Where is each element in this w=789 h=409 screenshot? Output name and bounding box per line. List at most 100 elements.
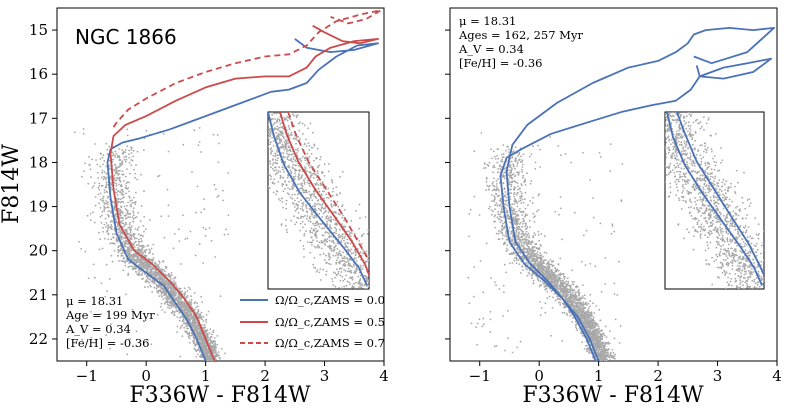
- inset-scatter-point: [343, 237, 346, 240]
- inset-scatter-point: [395, 264, 397, 266]
- inset-scatter-point: [277, 132, 280, 135]
- inset-scatter-point: [323, 240, 325, 243]
- scatter-point: [186, 331, 189, 334]
- scatter-point: [156, 274, 159, 276]
- x-tick-label: 0: [141, 367, 151, 385]
- scatter-point: [202, 337, 204, 340]
- inset-scatter-point: [297, 122, 300, 125]
- inset-scatter-point: [297, 147, 299, 150]
- scatter-point: [510, 160, 513, 163]
- inset-scatter-point: [328, 226, 331, 229]
- scatter-point: [518, 242, 521, 245]
- scatter-point: [117, 174, 120, 176]
- x-tick-label: 4: [379, 367, 389, 385]
- scatter-point: [138, 258, 141, 261]
- scatter-point: [137, 248, 140, 251]
- scatter-point: [175, 292, 178, 294]
- scatter-point: [157, 264, 160, 266]
- scatter-point: [126, 128, 128, 131]
- scatter-point: [143, 230, 145, 233]
- scatter-point: [158, 295, 161, 297]
- scatter-point: [171, 310, 174, 313]
- scatter-point: [176, 325, 179, 328]
- scatter-point: [130, 225, 133, 227]
- scatter-point: [518, 263, 521, 265]
- scatter-point: [199, 330, 202, 332]
- scatter-point: [116, 194, 119, 196]
- inset-scatter-point: [284, 180, 286, 183]
- scatter-point: [106, 203, 109, 206]
- inset-scatter-point: [347, 260, 349, 263]
- scatter-point: [227, 233, 230, 236]
- scatter-point: [115, 213, 118, 215]
- scatter-point: [136, 273, 139, 276]
- inset-scatter-point: [315, 234, 318, 237]
- inset-scatter-point: [367, 258, 369, 261]
- inset-scatter-point: [278, 140, 281, 142]
- inset-scatter-point: [365, 275, 367, 278]
- scatter-point: [144, 228, 147, 231]
- scatter-point: [164, 311, 166, 314]
- scatter-point: [185, 311, 188, 314]
- inset-scatter-point: [295, 115, 298, 117]
- inset-scatter-point: [286, 192, 289, 195]
- scatter-point: [108, 210, 111, 212]
- inset-scatter-point: [309, 215, 312, 218]
- inset-scatter-point: [301, 208, 304, 211]
- inset-scatter-point: [359, 279, 361, 282]
- scatter-point: [193, 326, 196, 329]
- inset-scatter-point: [350, 265, 352, 268]
- inset-scatter-point: [332, 187, 335, 190]
- inset-scatter-point: [361, 284, 363, 287]
- inset-scatter-point: [276, 190, 279, 193]
- scatter-point: [127, 274, 129, 277]
- scatter-point: [110, 212, 113, 214]
- inset-scatter-point: [300, 217, 302, 219]
- scatter-point: [188, 313, 191, 316]
- inset-scatter-point: [315, 157, 318, 160]
- scatter-point: [149, 266, 151, 269]
- scatter-point: [128, 256, 131, 259]
- scatter-point: [128, 149, 131, 152]
- scatter-point: [146, 270, 149, 273]
- scatter-point: [193, 317, 195, 320]
- scatter-point: [522, 201, 525, 204]
- inset-scatter-point: [286, 148, 288, 151]
- inset-scatter-point: [292, 163, 295, 166]
- legend-label-omega-0.0: Ω/Ω_c,ZAMS = 0.0: [275, 293, 385, 307]
- scatter-point: [196, 325, 198, 328]
- inset-scatter-point: [335, 268, 338, 271]
- inset-scatter-point: [282, 152, 285, 154]
- inset-scatter-point: [298, 200, 300, 203]
- scatter-point: [89, 168, 92, 171]
- inset-scatter-point: [275, 169, 277, 172]
- scatter-point: [135, 191, 137, 194]
- scatter-point: [210, 335, 213, 338]
- inset-scatter-point: [344, 270, 347, 272]
- inset-scatter-point: [316, 147, 319, 150]
- scatter-point: [99, 158, 102, 160]
- scatter-point: [184, 330, 187, 333]
- inset-scatter-point: [277, 118, 279, 120]
- inset-scatter-point: [353, 232, 356, 235]
- scatter-point: [132, 214, 135, 217]
- inset-isochrone-line: [287, 112, 369, 262]
- inset-scatter-point: [290, 157, 293, 160]
- isochrone-line: [106, 38, 380, 361]
- scatter-point: [180, 263, 182, 265]
- scatter-point: [130, 205, 133, 208]
- scatter-point: [609, 359, 611, 361]
- scatter-point: [110, 181, 113, 184]
- scatter-point: [181, 304, 184, 306]
- scatter-point: [127, 210, 129, 212]
- inset-scatter-point: [306, 215, 309, 217]
- inset-scatter-point: [290, 153, 293, 156]
- scatter-point: [225, 228, 228, 231]
- scatter-point: [217, 161, 220, 164]
- scatter-point: [126, 134, 129, 137]
- scatter-point: [105, 231, 108, 233]
- inset-scatter-point: [339, 252, 342, 255]
- inset-scatter-point: [309, 241, 311, 244]
- inset-scatter-point: [321, 170, 324, 173]
- scatter-point: [533, 221, 536, 223]
